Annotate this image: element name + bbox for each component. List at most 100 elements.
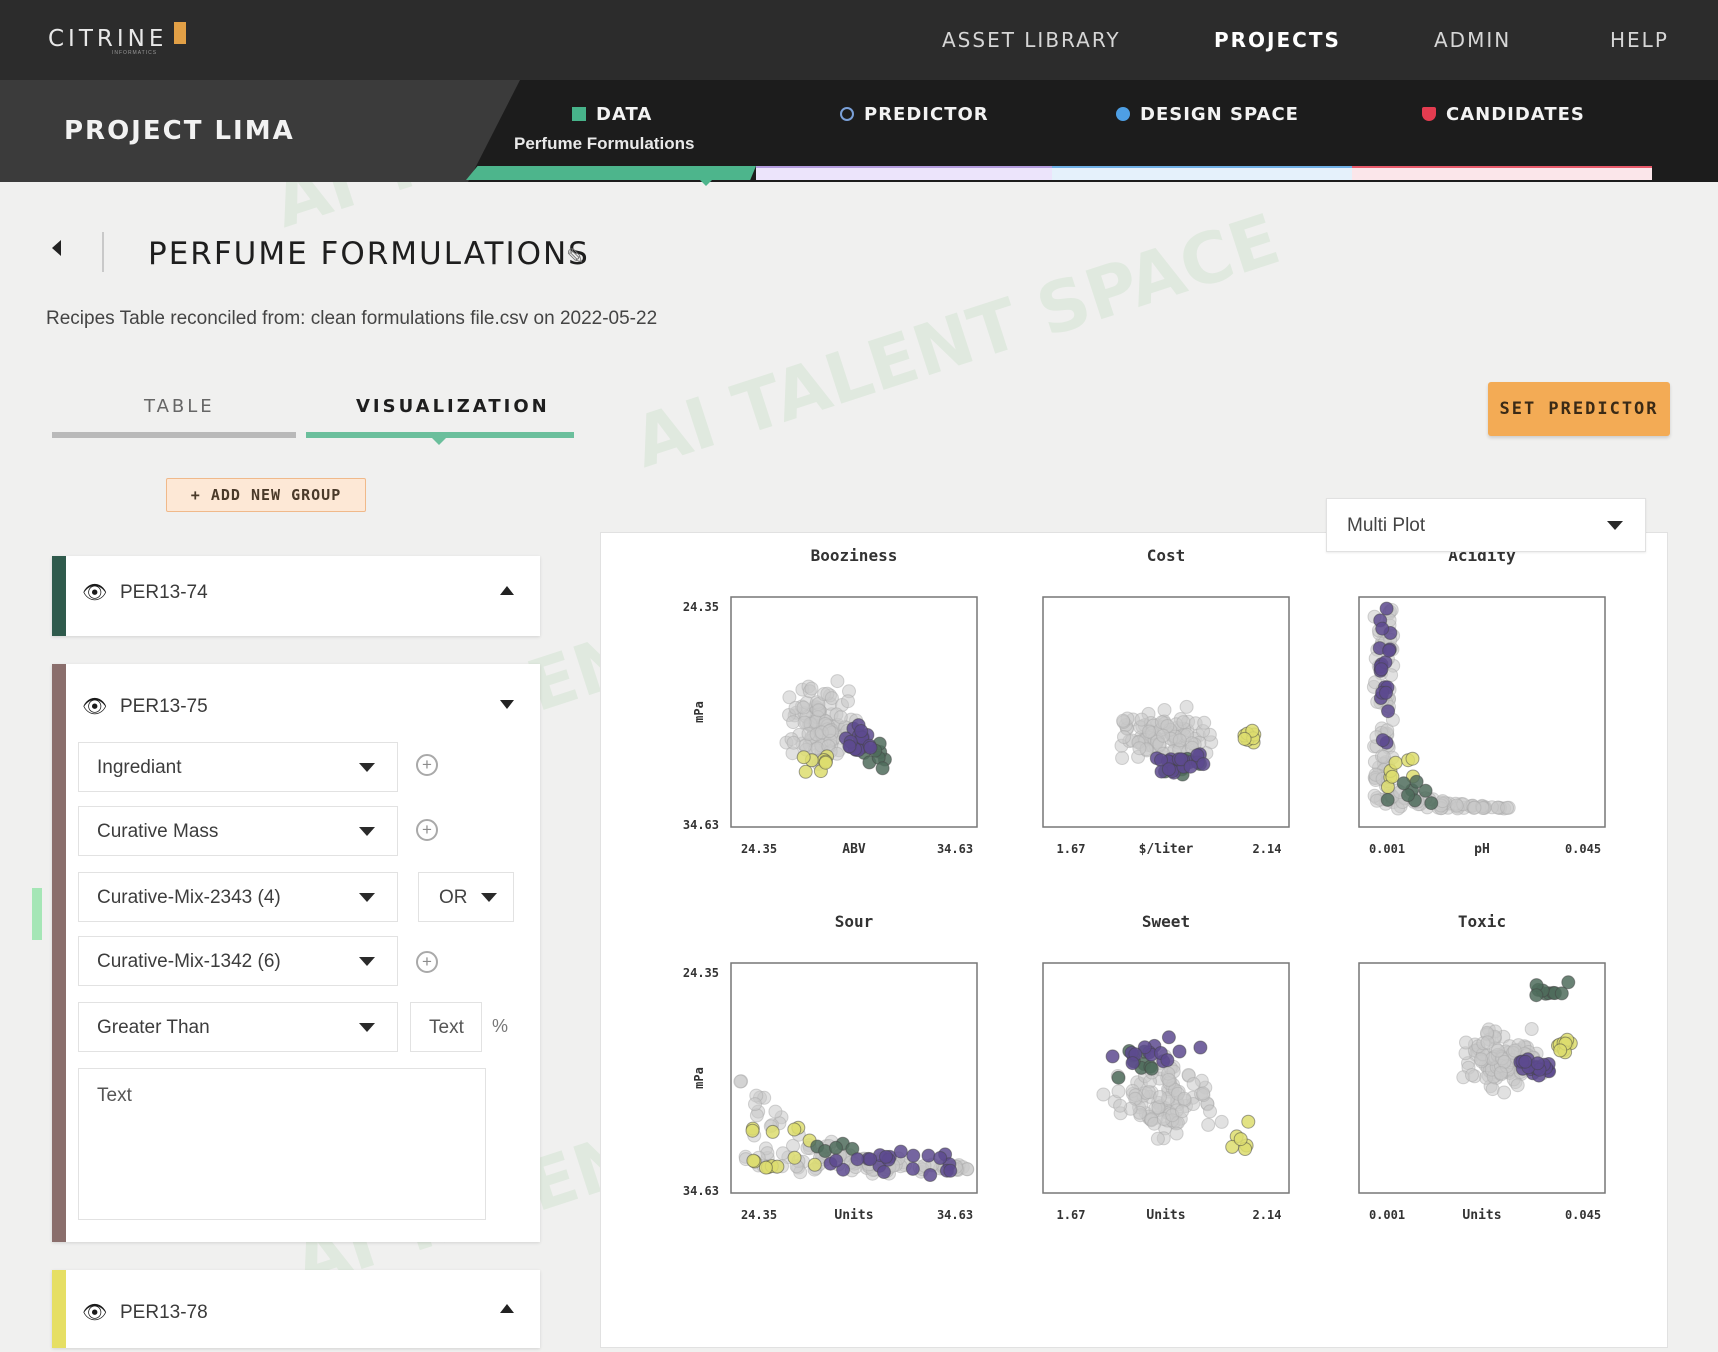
scatter-point-gray	[775, 1146, 790, 1161]
ingredient-select[interactable]: Ingrediant	[78, 742, 398, 792]
scatter-point-gray	[1111, 1084, 1126, 1099]
plot-type-select[interactable]: Multi Plot	[1326, 498, 1646, 552]
step-candidates[interactable]: CANDIDATES	[1422, 104, 1585, 125]
step-predictor-label: PREDICTOR	[864, 104, 989, 125]
value-placeholder: Text	[429, 1017, 464, 1038]
y-tick-label: 34.63	[683, 818, 719, 832]
step-predictor[interactable]: PREDICTOR	[840, 104, 989, 125]
curative-mix-1342-select[interactable]: Curative-Mix-1342 (6)	[78, 936, 398, 986]
citrine-logo[interactable]: CITRINE	[48, 26, 168, 52]
left-scroll-indicator[interactable]	[32, 888, 42, 940]
tab-visualization[interactable]: VISUALIZATION	[356, 396, 550, 417]
scatter-point-purple	[854, 724, 869, 738]
step-data[interactable]: DATA	[572, 104, 652, 125]
x-tick-label: 1.67	[1057, 842, 1086, 856]
chevron-up-icon[interactable]	[500, 1304, 514, 1313]
group-card-per13-75[interactable]: 👁 PER13-75 Ingrediant + Curative Mass + …	[52, 664, 540, 1242]
x-axis-label: $/liter	[1139, 842, 1194, 857]
curative-mix-2343-select[interactable]: Curative-Mix-2343 (4)	[78, 872, 398, 922]
tab-table[interactable]: TABLE	[144, 396, 215, 417]
scatter-point-gray	[841, 694, 855, 709]
nav-help[interactable]: HELP	[1610, 28, 1669, 52]
multi-plot-panel: Booziness ABV 24.35 34.63 24.35 34.63 mPa Cost $…	[600, 532, 1668, 1348]
scatter-point-yellow	[1241, 1114, 1256, 1129]
tab-table-underline	[52, 432, 296, 438]
pencil-edit-icon[interactable]: ✎	[566, 244, 585, 269]
curative-mass-select[interactable]: Curative Mass	[78, 806, 398, 856]
scatter-point-green	[829, 1140, 843, 1155]
step-candidates-label: CANDIDATES	[1446, 104, 1585, 125]
scatter-point-green	[1396, 776, 1411, 791]
scatter-point-purple	[1379, 685, 1393, 700]
chevron-down-icon	[481, 893, 497, 902]
nav-projects[interactable]: PROJECTS	[1214, 28, 1341, 52]
scatter-point-purple	[1193, 1040, 1208, 1055]
eye-icon[interactable]: 👁	[82, 582, 108, 604]
trophy-icon	[1422, 107, 1436, 121]
value-input[interactable]: Text	[410, 1002, 482, 1052]
notes-placeholder: Text	[97, 1085, 132, 1106]
chevron-up-icon[interactable]	[500, 586, 514, 595]
x-axis-label: Units	[1146, 1208, 1185, 1223]
group-color-bar	[52, 1270, 66, 1348]
scatter-point-yellow	[796, 750, 811, 765]
scatter-point-green	[875, 761, 890, 776]
step-design-space[interactable]: DESIGN SPACE	[1116, 104, 1299, 125]
plot-title: Sweet	[1142, 912, 1190, 931]
scatter-point-gray	[1153, 1090, 1167, 1104]
scatter-point-gray	[811, 703, 826, 718]
scatter-point-yellow	[798, 764, 813, 779]
scatter-point-gray	[1490, 1043, 1505, 1058]
x-axis-label: Units	[1462, 1208, 1501, 1223]
set-predictor-button[interactable]: SET PREDICTOR	[1488, 382, 1670, 436]
watermark: AI TALENT SPACE	[623, 198, 1290, 484]
scatter-point-purple	[1375, 733, 1390, 748]
eye-icon[interactable]: 👁	[82, 696, 108, 718]
scatter-point-green	[1401, 788, 1415, 803]
scatter-point-green	[1554, 986, 1569, 1001]
nav-admin[interactable]: ADMIN	[1434, 28, 1512, 52]
scatter-point-gray	[1115, 751, 1130, 765]
group-card-per13-74[interactable]: 👁 PER13-74	[52, 556, 540, 636]
scatter-point-gray	[1459, 1035, 1473, 1050]
add-circle-icon[interactable]: +	[416, 951, 438, 973]
operator-select[interactable]: OR	[418, 872, 514, 922]
step-design-space-label: DESIGN SPACE	[1140, 104, 1299, 125]
notes-textarea[interactable]: Text	[78, 1068, 486, 1220]
add-circle-icon[interactable]: +	[416, 754, 438, 776]
group-name: PER13-74	[120, 582, 208, 603]
scatter-point-purple	[1183, 759, 1198, 774]
nav-asset-library[interactable]: ASSET LIBRARY	[942, 28, 1121, 52]
eye-icon[interactable]: 👁	[82, 1302, 108, 1324]
scatter-point-yellow	[765, 1124, 780, 1139]
scatter-point-yellow	[758, 1160, 773, 1175]
scatter-point-purple	[842, 739, 857, 754]
scatter-point-gray	[1480, 1035, 1495, 1050]
scatter-point-purple	[923, 1168, 938, 1182]
chevron-down-icon[interactable]	[500, 700, 514, 709]
group-card-per13-78[interactable]: 👁 PER13-78	[52, 1270, 540, 1348]
back-arrow-icon[interactable]	[52, 240, 61, 256]
scatter-point-purple	[943, 1163, 958, 1178]
scatter-point-purple	[1382, 643, 1397, 658]
scatter-point-purple	[877, 1165, 891, 1179]
scatter-point-gray	[749, 1108, 764, 1123]
scatter-point-green	[1418, 783, 1433, 798]
scatter-point-purple	[1161, 762, 1176, 777]
logo-subtitle: INFORMATICS	[112, 50, 158, 56]
comparison-select[interactable]: Greater Than	[78, 1002, 398, 1052]
plot-title: Sour	[835, 912, 874, 931]
scatter-point-gray	[1467, 800, 1482, 815]
scatter-point-purple	[933, 1151, 948, 1165]
add-circle-icon[interactable]: +	[416, 819, 438, 841]
scatter-plots[interactable]: Booziness ABV 24.35 34.63 24.35 34.63 mPa Cost $…	[601, 533, 1667, 1347]
add-new-group-button[interactable]: + ADD NEW GROUP	[166, 478, 366, 512]
scatter-point-gray	[1142, 724, 1156, 739]
scatter-point-purple	[829, 1153, 844, 1168]
x-tick-label: 2.14	[1253, 842, 1282, 856]
scatter-point-gray	[748, 1097, 762, 1112]
table-icon	[572, 107, 586, 121]
y-tick-label: 24.35	[683, 966, 719, 980]
x-tick-label: 0.045	[1565, 842, 1601, 856]
y-axis-label: mPa	[692, 1067, 706, 1089]
